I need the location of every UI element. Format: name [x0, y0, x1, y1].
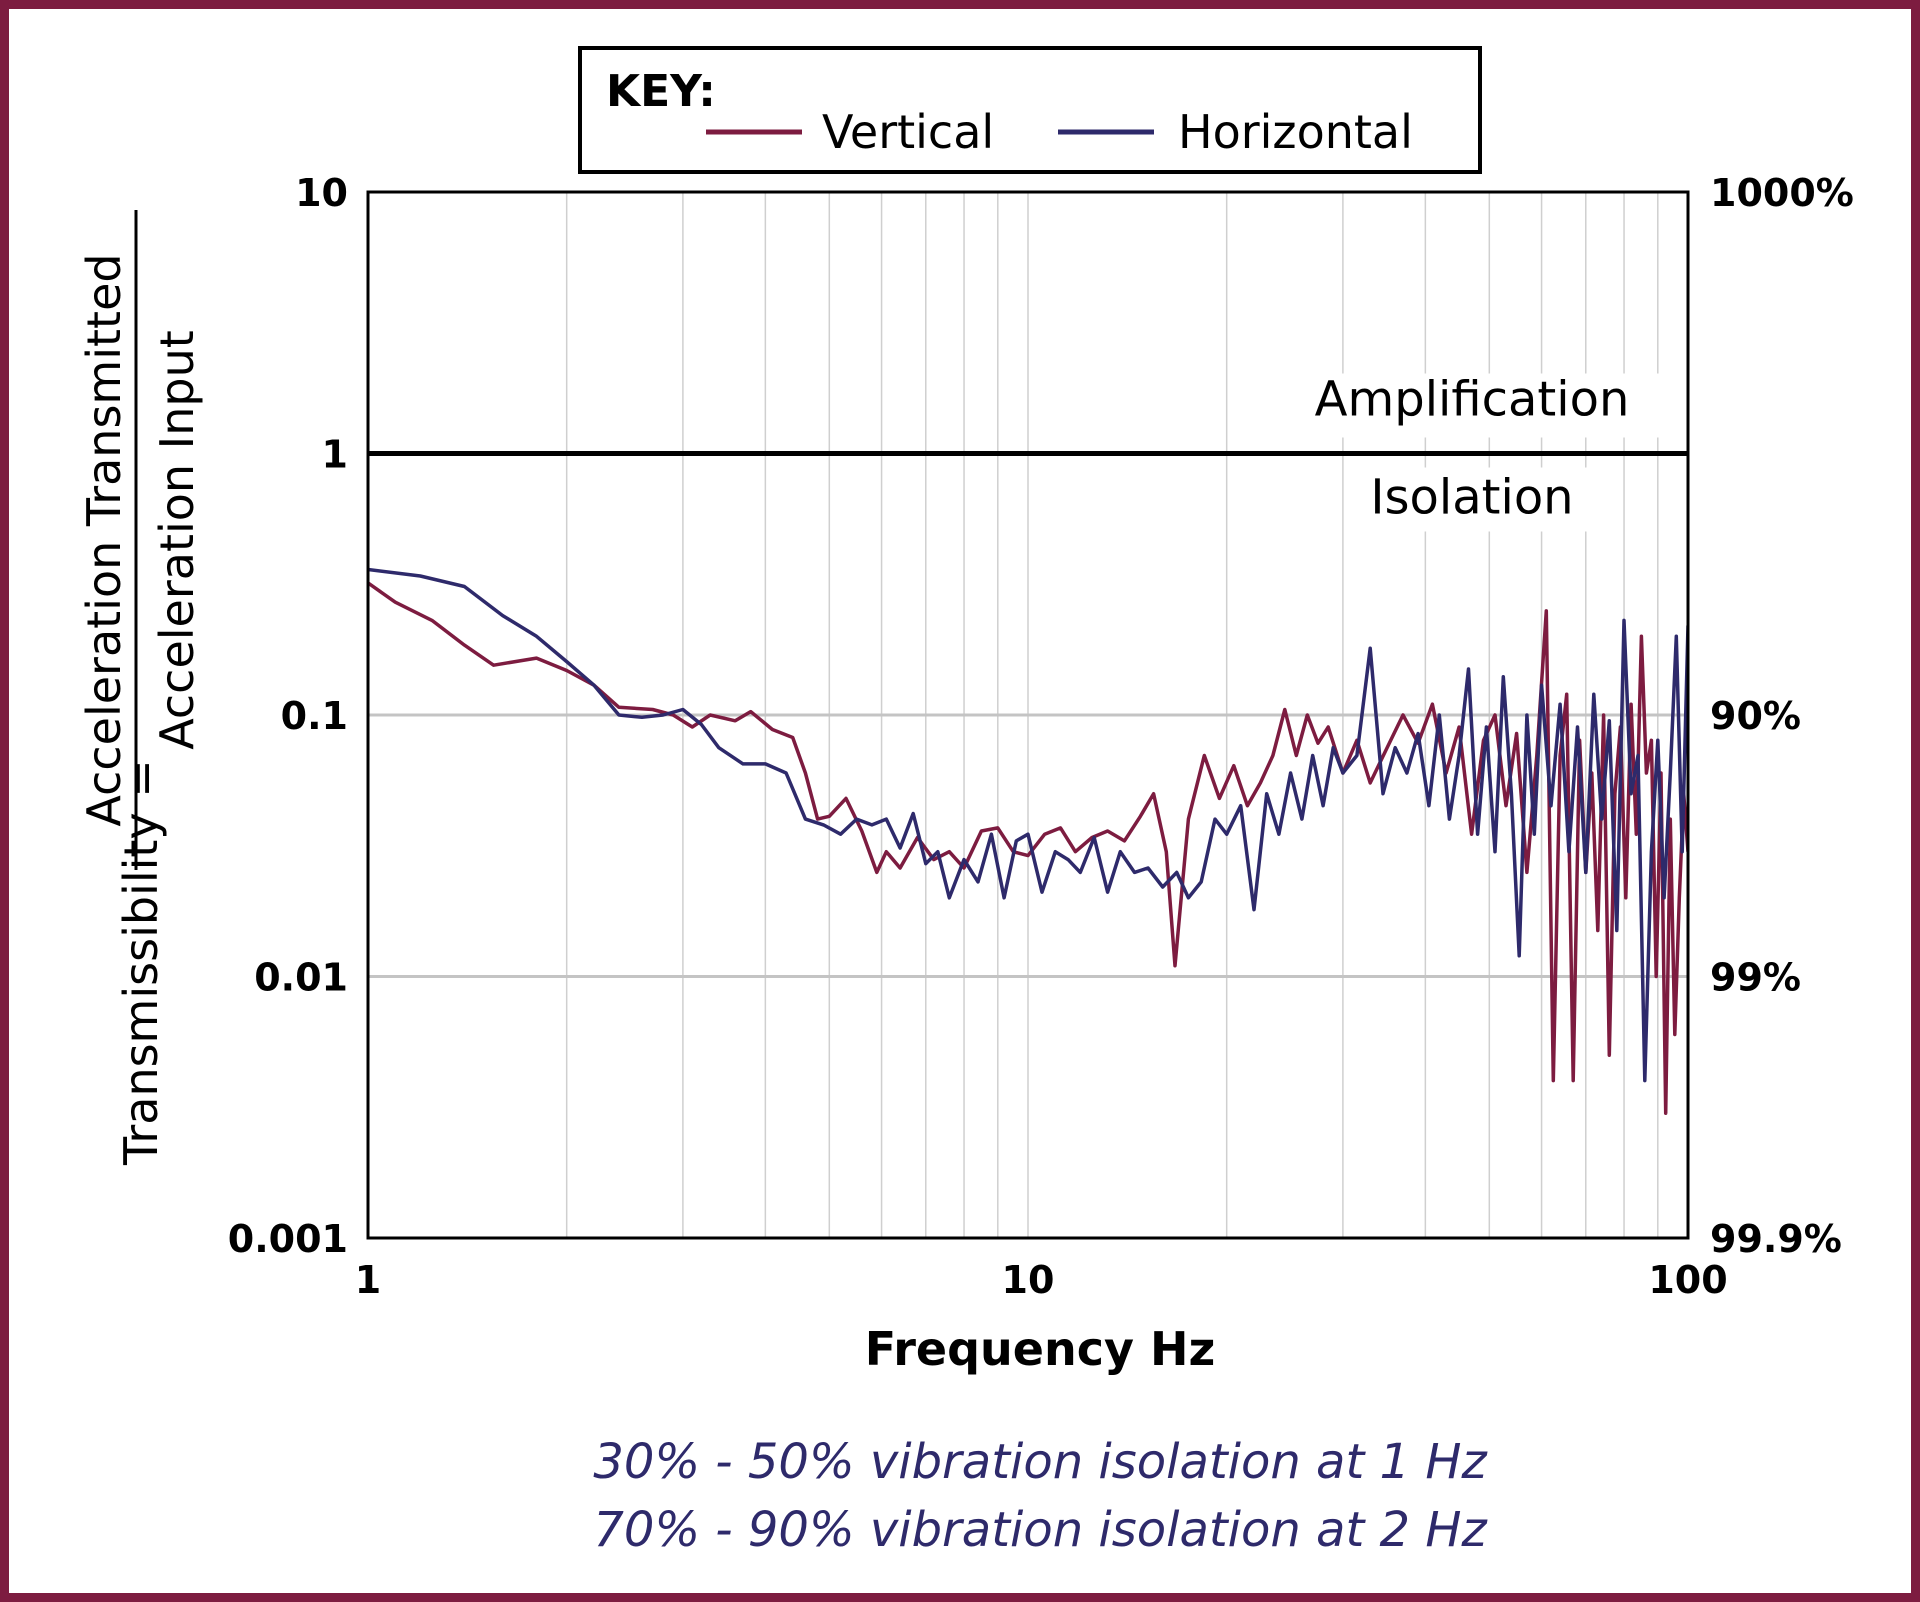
tick-labels: 1 10 100 10 1 0.1 0.01 0.001 1000% 90% 99% 99.9% — [228, 171, 1854, 1302]
y2-tick-label: 90% — [1710, 694, 1801, 738]
plot-frame — [366, 190, 1690, 1240]
series-group — [368, 567, 1688, 1115]
y-axis-denominator: Acceleration Input — [150, 330, 204, 750]
y2-tick-label: 99.9% — [1710, 1217, 1842, 1261]
y-axis-numerator: Acceleration Transmitted — [77, 253, 131, 826]
amplification-label: Amplification — [1315, 372, 1630, 428]
isolation-label-bg — [1360, 467, 1590, 532]
x-tick-label: 1 — [355, 1258, 381, 1302]
legend-label-vertical: Vertical — [822, 105, 994, 159]
legend-title: KEY: — [606, 66, 716, 117]
series-line-vertical — [368, 581, 1688, 1115]
y-tick-label: 0.001 — [228, 1217, 348, 1261]
grid — [368, 192, 1688, 1238]
reference-line-group: Amplification Isolation — [368, 372, 1688, 532]
legend-box — [578, 46, 1482, 174]
y-axis-title: Transmissibility = Acceleration Transmit… — [77, 210, 204, 1166]
x-axis-title: Frequency Hz — [865, 1322, 1216, 1376]
legend: KEY: Vertical Horizontal — [578, 46, 1482, 174]
series-line-horizontal — [368, 567, 1688, 1083]
legend-label-horizontal: Horizontal — [1178, 105, 1413, 159]
caption-line-1: 30% - 50% vibration isolation at 1 Hz — [593, 1434, 1488, 1490]
x-tick-label: 10 — [1002, 1258, 1055, 1302]
y-tick-label: 0.01 — [254, 956, 348, 1000]
amplification-label-bg — [1290, 373, 1660, 438]
y-axis-prefix: Transmissibility = — [114, 759, 168, 1166]
y-tick-label: 0.1 — [281, 694, 348, 738]
y2-tick-label: 99% — [1710, 956, 1801, 1000]
isolation-label: Isolation — [1370, 470, 1573, 526]
caption-line-2: 70% - 90% vibration isolation at 2 Hz — [593, 1502, 1488, 1558]
y-tick-label: 10 — [295, 171, 348, 215]
x-tick-label: 100 — [1648, 1258, 1727, 1302]
y-tick-label: 1 — [322, 433, 348, 477]
y2-tick-label: 1000% — [1710, 171, 1854, 215]
